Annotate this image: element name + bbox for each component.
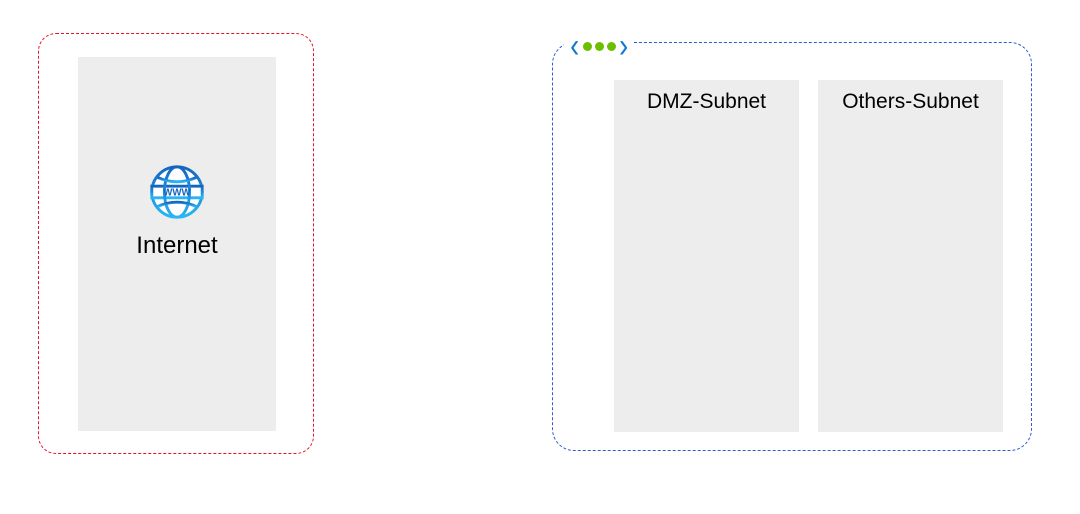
- svg-text:WWW: WWW: [163, 187, 191, 198]
- vnet-dots-icon: [583, 42, 616, 51]
- globe-www-icon: WWW: [146, 161, 208, 223]
- subnet-dmz-label: DMZ-Subnet: [614, 80, 799, 114]
- diagram-canvas: WWW Internet ‹ › DMZ-Subnet Others-Subne…: [0, 0, 1080, 514]
- chevron-left-icon: ‹: [570, 29, 579, 63]
- vnet-icon: ‹ ›: [564, 24, 634, 68]
- internet-label: Internet: [78, 232, 276, 260]
- subnet-others-label: Others-Subnet: [818, 80, 1003, 114]
- chevron-right-icon: ›: [619, 29, 628, 63]
- subnet-others-panel: Others-Subnet: [818, 80, 1003, 432]
- subnet-dmz-panel: DMZ-Subnet: [614, 80, 799, 432]
